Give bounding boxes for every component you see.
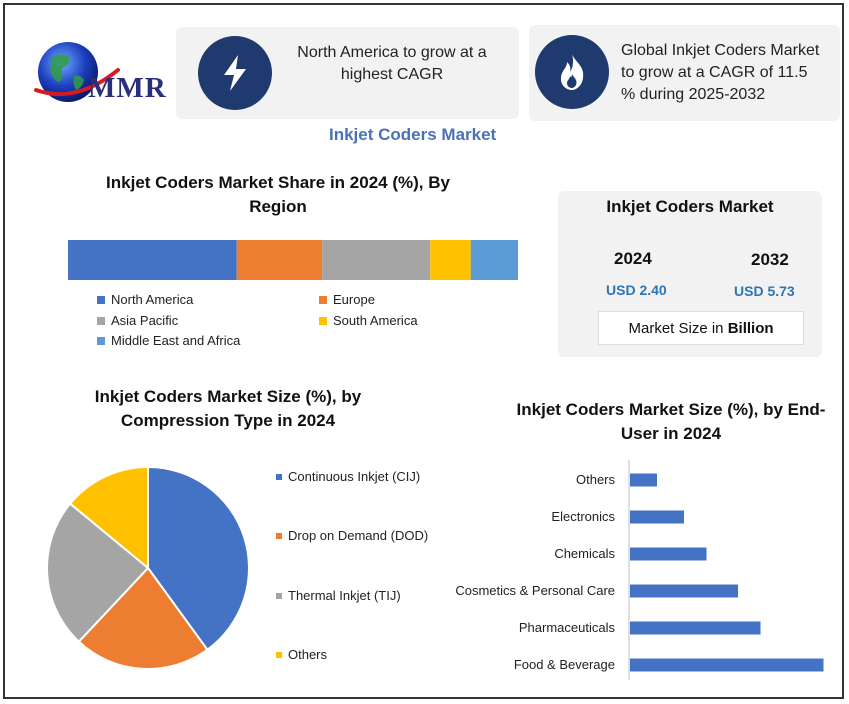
cagr-global-card: Global Inkjet Coders Market to grow at a… — [529, 25, 840, 121]
legend-item-asia-pacific: Asia Pacific — [97, 313, 178, 328]
legend-swatch — [276, 592, 282, 599]
end-user-chart-title: Inkjet Coders Market Size (%), by End-Us… — [516, 400, 826, 443]
legend-swatch — [97, 295, 105, 304]
legend-label: Europe — [333, 292, 375, 307]
legend-swatch — [97, 316, 105, 325]
legend-label: Continuous Inkjet (CIJ) — [288, 469, 421, 484]
compression-pie-chart — [46, 465, 250, 670]
legend-swatch — [319, 316, 327, 325]
market-size-unit-box: Market Size in Billion — [598, 311, 804, 345]
category-label-chemicals: Chemicals — [554, 546, 615, 561]
region-chart-title: Inkjet Coders Market Share in 2024 (%), … — [106, 173, 450, 216]
mmr-globe-logo — [34, 42, 120, 102]
value-2024: USD 2.40 — [606, 282, 667, 298]
region-bar-segment-europe — [236, 240, 323, 280]
legend-swatch — [97, 336, 105, 345]
legend-item-south-america: South America — [319, 313, 418, 328]
cagr-region-card: North America to grow at a highest CAGR — [176, 27, 519, 119]
logo-text: MMR — [88, 72, 167, 104]
page-title: Inkjet Coders Market — [329, 125, 497, 144]
market-size-card: Inkjet Coders Market 2024 USD 2.40 2032 … — [558, 191, 822, 357]
pie-slice-drop-on-demand-dod — [77, 566, 209, 670]
category-label-pharmaceuticals: Pharmaceuticals — [519, 620, 616, 635]
legend-label: Thermal Inkjet (TIJ) — [288, 588, 401, 603]
year-2024: 2024 — [614, 249, 652, 268]
year-2032: 2032 — [751, 250, 789, 269]
size-unit: Billion — [727, 319, 774, 337]
compression-chart-title: Inkjet Coders Market Size (%), by Compre… — [94, 387, 362, 430]
end-user-bar-electronics — [630, 510, 684, 524]
region-bar-segment-south-america — [430, 240, 471, 280]
end-user-bar-cosmetics-personal-care — [630, 584, 738, 598]
category-label-electronics: Electronics — [551, 509, 615, 524]
legend-item-europe: Europe — [319, 292, 375, 307]
legend-label: North America — [111, 292, 194, 307]
pie-legend-item-continuous-inkjet-cij: Continuous Inkjet (CIJ) — [276, 469, 420, 484]
end-user-bar-chemicals — [630, 547, 707, 561]
region-bar-segment-north-america — [68, 240, 237, 280]
legend-label: South America — [333, 313, 418, 328]
lightning-icon-badge — [198, 36, 272, 110]
region-bar-segment-middle-east-and-africa — [470, 240, 518, 280]
legend-item-middle-east-and-africa: Middle East and Africa — [97, 333, 240, 348]
pie-legend-item-others: Others — [276, 647, 327, 662]
region-bar-segment-asia-pacific — [322, 240, 431, 280]
end-user-bar-chart: Others Electronics Chemicals Cosmetics & Pe… — [455, 460, 824, 680]
legend-label: Others — [288, 647, 328, 662]
pie-slice-thermal-inkjet-tij — [46, 502, 150, 644]
end-user-bar-others — [630, 473, 657, 487]
legend-swatch — [276, 473, 282, 480]
legend-label: Middle East and Africa — [111, 333, 241, 348]
legend-swatch — [276, 651, 282, 658]
legend-swatch — [276, 532, 282, 539]
end-user-bar-food-beverage — [630, 658, 824, 672]
category-label-food-beverage: Food & Beverage — [514, 657, 615, 672]
pie-legend-item-thermal-inkjet-tij: Thermal Inkjet (TIJ) — [276, 588, 401, 603]
legend-label: Drop on Demand (DOD) — [288, 528, 429, 543]
size-label: Market Size in — [628, 319, 728, 337]
cagr-global-text: Global Inkjet Coders Market to grow at a… — [621, 42, 820, 103]
flame-icon — [560, 54, 584, 90]
region-stacked-bar — [68, 240, 518, 280]
market-card-title: Inkjet Coders Market — [606, 197, 774, 216]
end-user-bar-pharmaceuticals — [630, 621, 761, 635]
category-label-cosmetics-personal-care: Cosmetics & Personal Care — [455, 583, 615, 598]
flame-icon-badge — [535, 35, 609, 109]
legend-label: Asia Pacific — [111, 313, 179, 328]
pie-slice-others — [68, 465, 149, 571]
value-2032: USD 5.73 — [734, 283, 795, 299]
legend-swatch — [319, 295, 327, 304]
pie-slice-continuous-inkjet-cij — [147, 465, 250, 652]
pie-legend-item-drop-on-demand-dod: Drop on Demand (DOD) — [276, 528, 428, 543]
legend-item-north-america: North America — [97, 292, 193, 307]
lightning-icon — [224, 55, 246, 91]
category-label-others: Others — [576, 472, 616, 487]
cagr-region-text: North America to grow at a highest CAGR — [297, 44, 487, 83]
